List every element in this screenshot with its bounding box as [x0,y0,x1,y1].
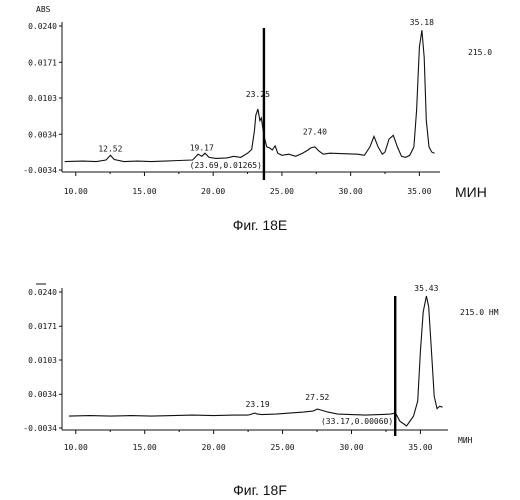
x-tick-label: 35.00 [408,443,432,452]
x-tick-label: 20.00 [202,443,226,452]
peak-label: 27.40 [303,128,327,137]
x-tick-label: 30.00 [339,187,363,196]
x-tick-label: 20.00 [201,187,225,196]
y-tick-label: -0.0034 [23,424,57,433]
peak-label: 35.18 [410,18,434,27]
x-tick-label: 25.00 [270,187,294,196]
y-tick-label: 0.0240 [28,22,57,31]
x-tick-label: 15.00 [133,443,157,452]
x-unit-label: МИН [458,436,473,445]
peak-label: 27.52 [305,393,329,402]
x-tick-label: 30.00 [339,443,363,452]
chart-18f: 0.0240 0.0171 0.0103 0.0034 -0.0034 10.00 15.0… [23,284,498,498]
peak-label: 19.17 [190,143,214,152]
x-tick-label: 10.00 [64,187,88,196]
cursor-readout: (23.69,0.01265) [190,161,262,170]
y-tick-label: 0.0034 [28,130,57,139]
y-tick-label: 0.0103 [28,94,57,103]
x-tick-label: 35.00 [407,187,431,196]
wavelength-label: 215.0 НМ [460,308,499,317]
peak-label: 23.25 [246,90,270,99]
y-tick-label: 0.0240 [28,288,57,297]
cursor-readout: (33.17,0.00060) [321,417,393,426]
peak-label: 23.19 [246,400,270,409]
x-tick-label: 15.00 [132,187,156,196]
y-tick-label: 0.0171 [28,322,57,331]
peak-label: 12.52 [98,144,122,153]
figure-caption: Фиг. 18F [233,482,287,498]
x-unit-label: МИН [455,184,487,200]
peak-label: 35.43 [414,284,438,293]
y-tick-label: -0.0034 [23,166,57,175]
y-tick-label: 0.0034 [28,390,57,399]
chart-18e: 0.0240 0.0171 0.0103 0.0034 -0.0034 10.00 15.0… [23,5,492,233]
y-axis-label: ABS [36,5,51,14]
x-tick-label: 25.00 [271,443,295,452]
x-tick-label: 10.00 [64,443,88,452]
y-tick-label: 0.0171 [28,58,57,67]
figure-caption: Фиг. 18E [233,217,288,233]
y-tick-label: 0.0103 [28,356,57,365]
wavelength-label: 215.0 [468,48,492,57]
